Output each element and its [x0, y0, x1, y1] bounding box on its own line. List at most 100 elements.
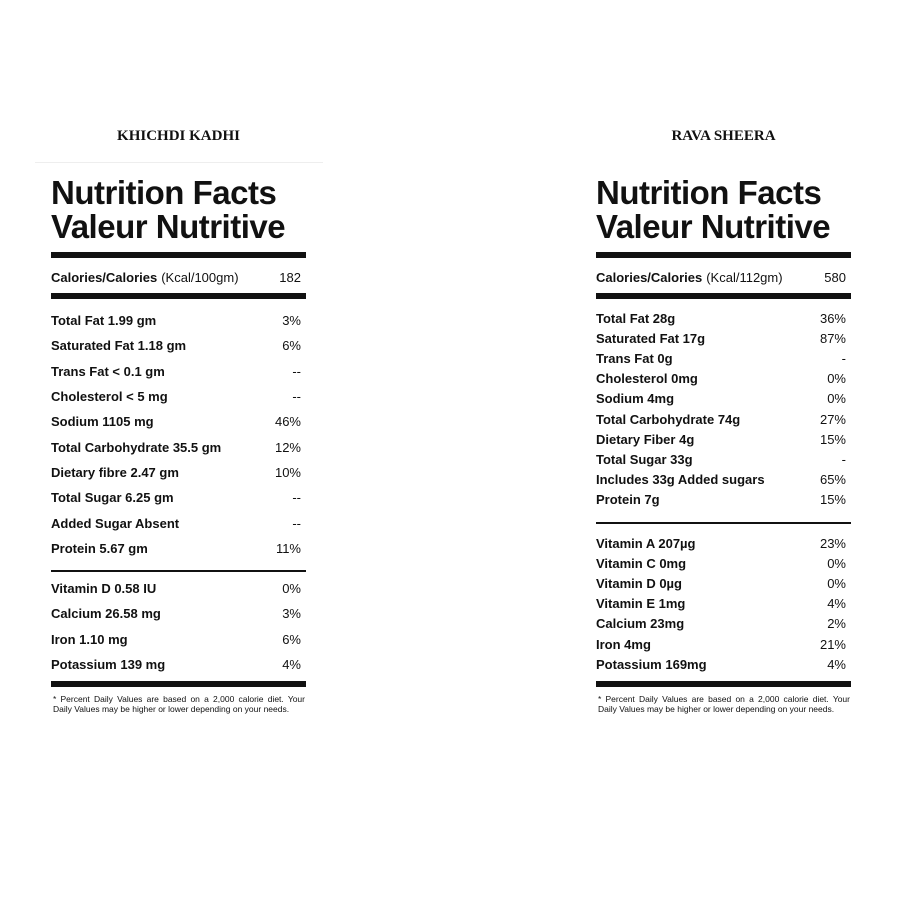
nutrient-name: Calcium 26.58 mg [51, 606, 161, 622]
nutrient-row: Calcium 26.58 mg 3% [51, 601, 301, 626]
nutrient-row: Cholesterol 0mg 0% [596, 369, 846, 389]
nutrient-row: Trans Fat < 0.1 gm -- [51, 359, 301, 384]
nutrient-name: Sodium 4mg [596, 391, 675, 407]
thick-bar [596, 681, 851, 687]
daily-value: 0% [282, 581, 301, 597]
nutrient-name: Protein 7g [596, 492, 660, 508]
nutrient-name: Vitamin A 207µg [596, 535, 696, 551]
nutrient-row: Iron 4mg 21% [596, 634, 846, 654]
nutrient-row: Added Sugar Absent -- [51, 510, 301, 535]
nutrient-name: Cholesterol 0mg [596, 371, 698, 387]
nutrient-row: Potassium 169mg 4% [596, 654, 846, 674]
nutrient-name: Added Sugar Absent [51, 515, 180, 531]
nutrient-name: Total Sugar 33g [596, 451, 693, 467]
daily-value: 46% [274, 414, 301, 430]
nutrient-row: Total Carbohydrate 35.5 gm 12% [51, 434, 301, 459]
nutrient-name: Iron 1.10 mg [51, 631, 128, 647]
daily-value: -- [292, 515, 301, 531]
nutrient-row: Includes 33g Added sugars 65% [596, 470, 846, 490]
thick-bar [596, 252, 851, 258]
daily-value: - [841, 350, 846, 366]
calories-unit: (Kcal/100gm) [161, 269, 239, 285]
daily-value: 23% [819, 535, 846, 551]
nutrient-row: Calcium 23mg 2% [596, 614, 846, 634]
product-title: RAVA SHEERA [671, 128, 776, 144]
nutrient-row: Total Sugar 6.25 gm -- [51, 485, 301, 510]
nutrient-name: Total Carbohydrate 74g [596, 411, 741, 427]
daily-value: 10% [274, 464, 301, 480]
nutrient-name: Iron 4mg [596, 636, 651, 652]
nutrient-name: Trans Fat 0g [596, 350, 673, 366]
heading: Valeur Nutritive [596, 208, 831, 245]
heading: Valeur Nutritive [51, 208, 286, 245]
daily-value: -- [292, 490, 301, 506]
footnote: * Percent Daily Values are based on a 2,… [53, 694, 305, 714]
calories-unit: (Kcal/112gm) [706, 269, 783, 285]
nutrient-row: Sodium 1105 mg 46% [51, 409, 301, 434]
product-title: KHICHDI KADHI [117, 128, 240, 144]
nutrient-row: Total Sugar 33g - [596, 449, 846, 469]
daily-value: 65% [819, 472, 846, 488]
daily-value: 0% [827, 555, 846, 571]
nutrient-row: Trans Fat 0g - [596, 348, 846, 368]
nutrients-list: Total Fat 1.99 gm 3% Saturated Fat 1.18 gm… [51, 308, 301, 561]
calories-value: 580 [824, 269, 846, 285]
calories-value: 182 [279, 269, 301, 285]
daily-value: 2% [827, 616, 846, 632]
daily-value: 6% [282, 631, 301, 647]
heading: Nutrition Facts [596, 174, 822, 211]
nutrient-name: Saturated Fat 1.18 gm [51, 338, 187, 354]
nutrient-row: Protein 5.67 gm 11% [51, 536, 301, 561]
nutrient-name: Total Fat 28g [596, 310, 676, 326]
daily-value: 87% [819, 330, 846, 346]
nutrient-name: Sodium 1105 mg [51, 414, 154, 430]
nutrients-list: Total Fat 28g 36% Saturated Fat 17g 87% Tran… [596, 308, 846, 510]
daily-value: -- [292, 363, 301, 379]
nutrient-name: Trans Fat < 0.1 gm [51, 363, 165, 379]
nutrient-name: Total Sugar 6.25 gm [51, 490, 174, 506]
nutrition-panel: KHICHDI KADHI Nutrition Facts Valeur Nutri… [35, 0, 323, 900]
heading: Nutrition Facts [51, 174, 277, 211]
footnote: * Percent Daily Values are based on a 2,… [598, 694, 850, 714]
daily-value: 0% [827, 391, 846, 407]
nutrient-row: Sodium 4mg 0% [596, 389, 846, 409]
nutrient-row: Cholesterol < 5 mg -- [51, 384, 301, 409]
nutrient-name: Dietary Fiber 4g [596, 431, 695, 447]
nutrient-row: Total Carbohydrate 74g 27% [596, 409, 846, 429]
nutrient-name: Protein 5.67 gm [51, 540, 148, 556]
nutrient-row: Total Fat 28g 36% [596, 308, 846, 328]
daily-value: 15% [819, 431, 846, 447]
daily-value: 11% [275, 540, 301, 556]
nutrient-row: Vitamin A 207µg 23% [596, 533, 846, 553]
daily-value: 4% [827, 596, 846, 612]
nutrient-name: Vitamin D 0µg [596, 575, 682, 591]
nutrition-panel: RAVA SHEERA Nutrition Facts Valeur Nutriti… [596, 0, 851, 900]
nutrient-row: Vitamin D 0.58 IU 0% [51, 576, 301, 601]
thick-bar [596, 293, 851, 299]
nutrient-name: Saturated Fat 17g [596, 330, 706, 346]
nutrient-row: Protein 7g 15% [596, 490, 846, 510]
nutrient-row: Dietary Fiber 4g 15% [596, 429, 846, 449]
daily-value: 0% [827, 371, 846, 387]
nutrient-row: Dietary fibre 2.47 gm 10% [51, 460, 301, 485]
calories-row: Calories/Calories (Kcal/112gm) 580 [596, 267, 846, 287]
nutrient-name: Total Carbohydrate 35.5 gm [51, 439, 222, 455]
separator [596, 522, 851, 524]
thick-bar [51, 681, 306, 687]
nutrient-name: Dietary fibre 2.47 gm [51, 464, 179, 480]
nutrient-row: Total Fat 1.99 gm 3% [51, 308, 301, 333]
daily-value: - [841, 451, 846, 467]
daily-value: 4% [282, 657, 301, 673]
divider [35, 162, 323, 163]
nutrient-row: Vitamin C 0mg 0% [596, 553, 846, 573]
calories-label: Calories/Calories [596, 269, 703, 285]
daily-value: 12% [274, 439, 301, 455]
nutrient-name: Potassium 169mg [596, 656, 707, 672]
daily-value: 3% [282, 606, 301, 622]
vitamins-list: Vitamin D 0.58 IU 0% Calcium 26.58 mg 3% Iro… [51, 576, 301, 677]
daily-value: 4% [827, 656, 846, 672]
nutrient-row: Saturated Fat 17g 87% [596, 328, 846, 348]
nutrient-name: Vitamin C 0mg [596, 555, 687, 571]
